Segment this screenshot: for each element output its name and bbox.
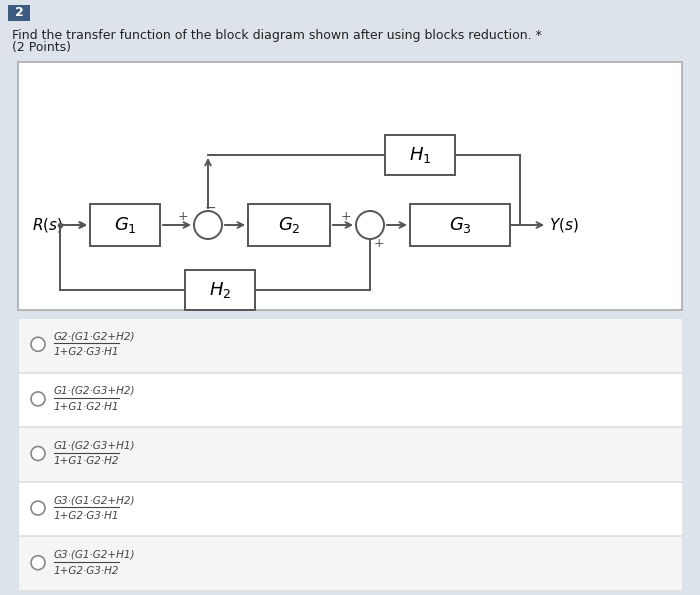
Bar: [18, 482, 682, 536]
Text: G1·(G2·G3+H2): G1·(G2·G3+H2): [54, 386, 136, 396]
Text: −: −: [204, 201, 216, 215]
Bar: [248, 204, 330, 246]
Text: $R(s)$: $R(s)$: [32, 216, 63, 234]
Text: G1·(G2·G3+H1): G1·(G2·G3+H1): [54, 440, 136, 450]
Text: $H_2$: $H_2$: [209, 280, 231, 300]
Text: +: +: [340, 211, 351, 224]
Circle shape: [31, 392, 45, 406]
Text: +: +: [177, 211, 188, 224]
Text: 1+G1·G2·H2: 1+G1·G2·H2: [54, 456, 120, 466]
Circle shape: [194, 211, 222, 239]
Bar: [385, 135, 455, 175]
Text: (2 Points): (2 Points): [12, 42, 71, 55]
Text: $Y(s)$: $Y(s)$: [549, 216, 579, 234]
Text: $G_3$: $G_3$: [449, 215, 472, 235]
Circle shape: [356, 211, 384, 239]
Bar: [410, 204, 510, 246]
Text: 1+G1·G2·H1: 1+G1·G2·H1: [54, 402, 120, 412]
Bar: [18, 427, 682, 481]
Text: Find the transfer function of the block diagram shown after using blocks reducti: Find the transfer function of the block …: [12, 29, 542, 42]
Text: G3·(G1·G2+H1): G3·(G1·G2+H1): [54, 550, 136, 560]
Text: 1+G2·G3·H2: 1+G2·G3·H2: [54, 566, 120, 576]
Text: 2: 2: [15, 7, 23, 20]
Text: G3·(G1·G2+H2): G3·(G1·G2+H2): [54, 495, 136, 505]
Circle shape: [31, 446, 45, 461]
Bar: [185, 270, 255, 310]
Bar: [90, 204, 160, 246]
Text: $H_1$: $H_1$: [409, 145, 431, 165]
Circle shape: [31, 337, 45, 351]
Text: $G_2$: $G_2$: [278, 215, 300, 235]
Bar: [8, 5, 30, 21]
Bar: [18, 372, 682, 426]
Bar: [18, 318, 682, 372]
Bar: [18, 62, 682, 310]
Text: 1+G2·G3·H1: 1+G2·G3·H1: [54, 511, 120, 521]
Text: G2·(G1·G2+H2): G2·(G1·G2+H2): [54, 331, 136, 342]
Text: +: +: [374, 237, 384, 250]
Circle shape: [31, 501, 45, 515]
Text: 1+G2·G3·H1: 1+G2·G3·H1: [54, 347, 120, 358]
Text: $G_1$: $G_1$: [113, 215, 136, 235]
Bar: [18, 537, 682, 590]
Circle shape: [31, 556, 45, 569]
